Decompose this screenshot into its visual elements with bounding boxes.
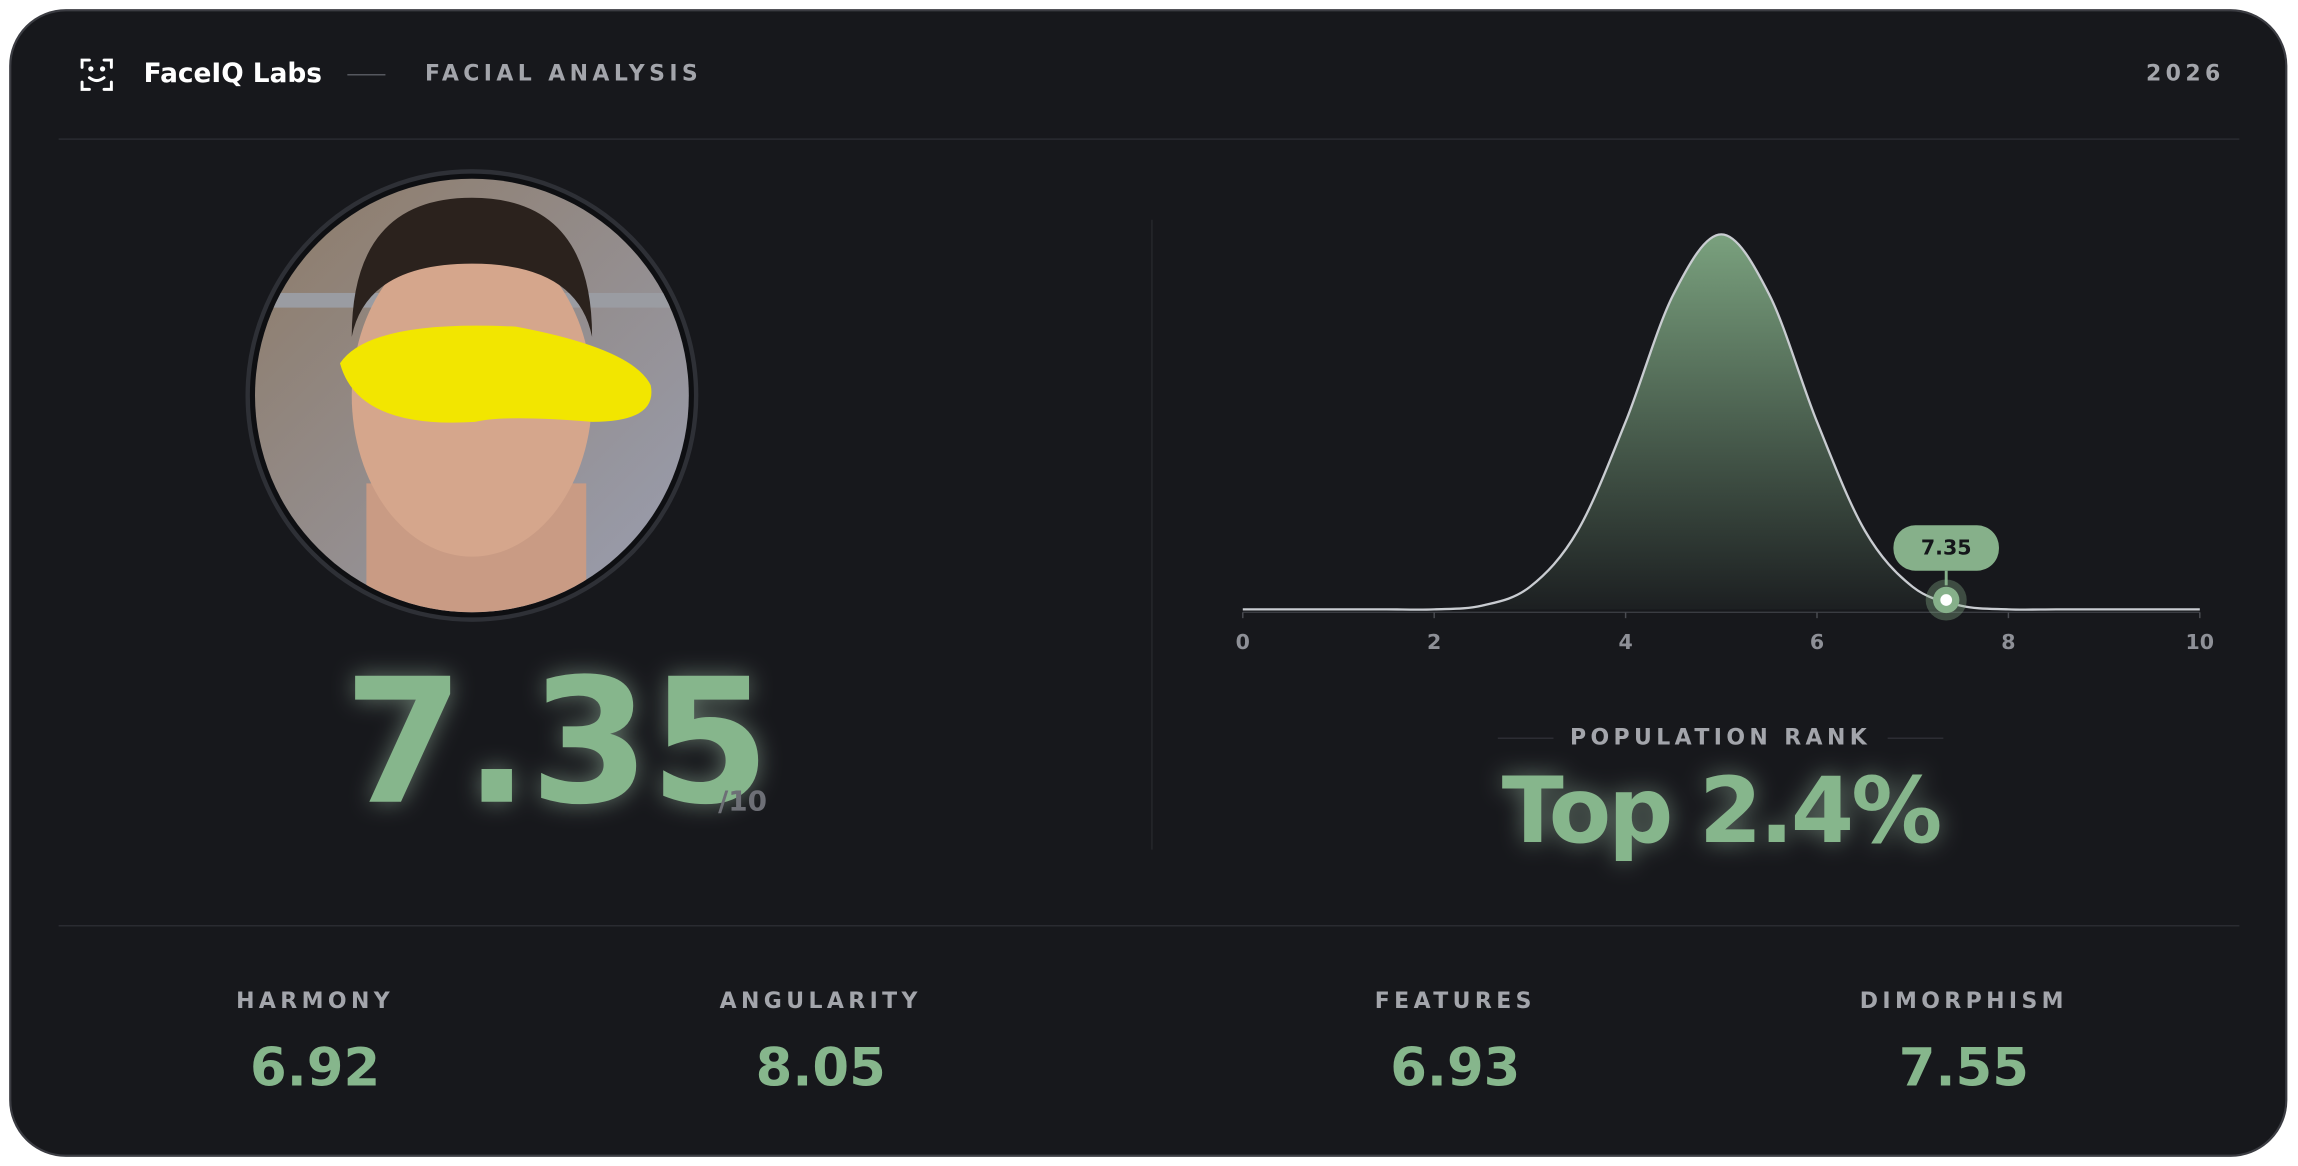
metric-label: DIMORPHISM — [1860, 989, 2068, 1014]
marker-pill — [1893, 525, 1999, 571]
metric-value: 7.55 — [1899, 1037, 2029, 1098]
distribution-line — [1242, 233, 2200, 611]
section-title: FACIAL ANALYSIS — [425, 62, 702, 87]
x-tick-label: 8 — [2001, 630, 2015, 654]
metric-label: ANGULARITY — [720, 989, 922, 1014]
x-tick-label: 0 — [1236, 630, 1250, 654]
metrics: HARMONY 6.92 ANGULARITY 8.05 FEATURES 6.93 DIM… — [236, 989, 2068, 1098]
x-tick-label: 4 — [1618, 630, 1632, 654]
distribution-area — [1242, 234, 2200, 610]
score-scale: /10 — [718, 785, 767, 818]
rank-label: POPULATION RANK — [1570, 725, 1871, 750]
marker-label: 7.35 — [1921, 536, 1972, 560]
overall-score: 7.35 — [344, 642, 771, 843]
metric-value: 6.92 — [250, 1037, 380, 1098]
photo — [255, 178, 689, 613]
x-tick-label: 6 — [1810, 630, 1824, 654]
metric-value: 8.05 — [756, 1037, 886, 1098]
logo-icon — [80, 58, 113, 91]
metric-label: HARMONY — [236, 989, 394, 1014]
brand: FaceIQ Labs — [144, 59, 322, 89]
year: 2026 — [2146, 62, 2225, 87]
marker-center — [1940, 594, 1953, 606]
x-tick-label: 10 — [2186, 630, 2215, 654]
rank-value: Top 2.4% — [1502, 759, 1940, 864]
metric-value: 6.93 — [1390, 1037, 1520, 1098]
metric-label: FEATURES — [1375, 989, 1536, 1014]
x-tick-label: 2 — [1427, 630, 1441, 654]
distribution-chart: 0 2 4 6 8 10 7.35 — [1236, 233, 2215, 654]
